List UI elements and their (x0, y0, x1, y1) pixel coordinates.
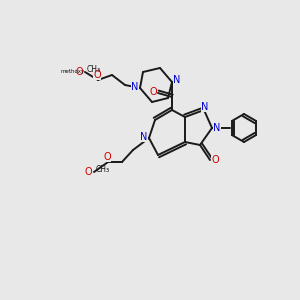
Text: O: O (84, 167, 92, 177)
Text: N: N (173, 75, 181, 85)
Text: O: O (75, 67, 83, 77)
Text: O: O (93, 70, 101, 80)
Text: N: N (201, 102, 209, 112)
Text: N: N (140, 132, 148, 142)
Text: O: O (149, 87, 157, 97)
Text: methoxy: methoxy (61, 68, 85, 74)
Text: CH₃: CH₃ (87, 64, 101, 74)
Text: O: O (103, 152, 111, 162)
Text: N: N (213, 123, 221, 133)
Text: O: O (211, 155, 219, 165)
Text: N: N (131, 82, 139, 92)
Text: CH₃: CH₃ (96, 164, 110, 173)
